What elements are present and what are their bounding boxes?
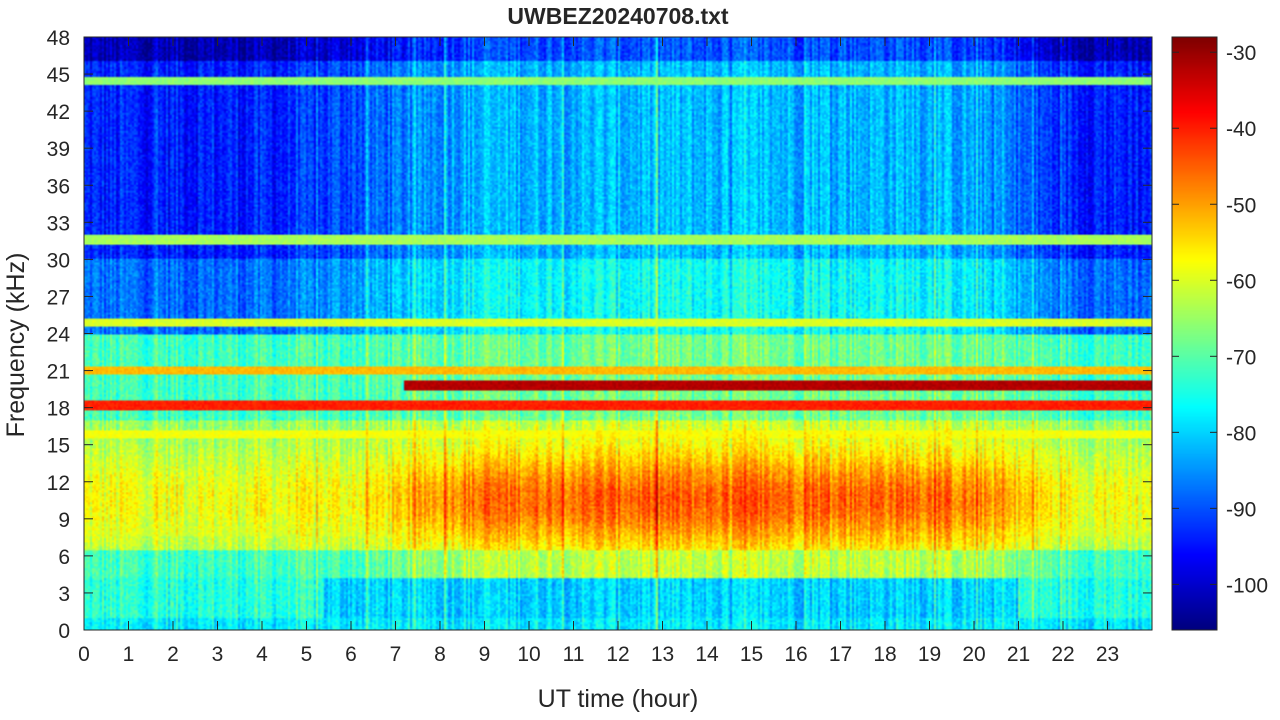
y-tick-label: 9	[58, 509, 70, 532]
x-tick-label: 20	[962, 643, 985, 666]
colorbar	[1172, 37, 1217, 630]
x-tick-label: 19	[918, 643, 941, 666]
x-tick-label: 0	[78, 643, 90, 666]
colorbar-tick-label: -60	[1226, 270, 1256, 293]
colorbar-tick-label: -30	[1226, 42, 1256, 65]
x-axis-label: UT time (hour)	[538, 685, 699, 713]
colorbar-frame	[1171, 36, 1218, 631]
y-tick-label: 3	[58, 583, 70, 606]
y-tick-label: 45	[47, 64, 70, 87]
x-tick-label: 18	[873, 643, 896, 666]
y-tick-label: 0	[58, 620, 70, 643]
colorbar-ticks: -30 -40 -50 -60 -70 -80 -90 -100	[1172, 42, 1268, 597]
y-tick-label: 21	[47, 361, 70, 384]
y-tick-label: 42	[47, 101, 70, 124]
x-tick-label: 6	[345, 643, 357, 666]
y-tick-label: 15	[47, 435, 70, 458]
x-tick-label: 10	[517, 643, 540, 666]
x-tick-label: 14	[695, 643, 719, 666]
x-tick-label: 22	[1051, 643, 1074, 666]
y-tick-label: 48	[47, 27, 70, 50]
colorbar-tick-label: -90	[1226, 498, 1256, 521]
y-tick-label: 30	[47, 249, 70, 272]
chart-title: UWBEZ20240708.txt	[507, 3, 728, 29]
x-tick-label: 3	[212, 643, 224, 666]
colorbar-tick-label: -40	[1226, 118, 1256, 141]
colorbar-tick-label: -50	[1226, 194, 1256, 217]
y-tick-label: 39	[47, 138, 70, 161]
y-tick-label: 18	[47, 398, 70, 421]
colorbar-tick-label: -70	[1226, 346, 1256, 369]
x-tick-label: 7	[390, 643, 402, 666]
y-tick-label: 36	[47, 175, 70, 198]
x-tick-label: 12	[606, 643, 629, 666]
x-tick-label: 4	[256, 643, 268, 666]
y-tick-label: 33	[47, 212, 70, 235]
y-tick-label: 27	[47, 286, 70, 309]
y-tick-label: 24	[47, 324, 71, 347]
colorbar-tick-label: -100	[1226, 574, 1268, 597]
x-tick-label: 16	[784, 643, 807, 666]
colorbar-tick-label: -80	[1226, 422, 1256, 445]
x-tick-label: 23	[1096, 643, 1119, 666]
x-tick-label: 2	[167, 643, 179, 666]
x-tick-label: 1	[123, 643, 135, 666]
x-axis: 0 1 2 3 4 5 6 7 8 9 10 11 12 13 14 15 16 17 18 19 20 21 22 23	[78, 37, 1119, 666]
x-tick-label: 9	[479, 643, 491, 666]
x-tick-label: 15	[740, 643, 763, 666]
y-axis-label: Frequency (kHz)	[2, 253, 30, 438]
x-tick-label: 8	[434, 643, 446, 666]
x-tick-label: 17	[829, 643, 852, 666]
x-tick-label: 13	[651, 643, 674, 666]
x-tick-label: 5	[301, 643, 313, 666]
y-tick-label: 12	[47, 472, 70, 495]
x-tick-label: 11	[563, 643, 585, 666]
x-tick-label: 21	[1007, 643, 1030, 666]
y-tick-label: 6	[58, 546, 70, 569]
spectrogram-image	[84, 37, 1152, 630]
